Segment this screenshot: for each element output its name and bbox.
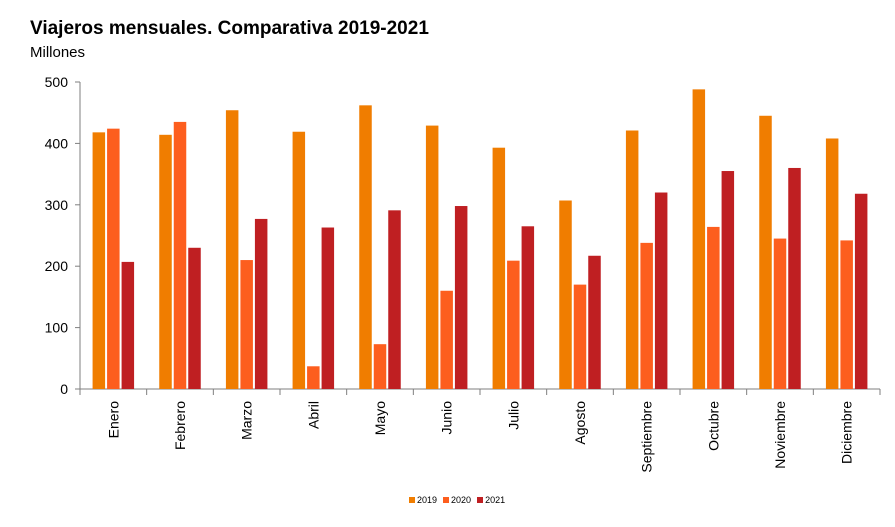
bar-2021-mayo: [388, 210, 401, 389]
x-tick-label: Agosto: [572, 401, 588, 445]
y-tick-label: 0: [60, 381, 68, 397]
legend-swatch: [443, 497, 450, 503]
bar-2019-octubre: [692, 89, 706, 390]
legend-item-2020: 2020: [443, 495, 471, 505]
bar-2021-noviembre: [788, 167, 801, 389]
bar-2020-marzo: [240, 260, 253, 389]
bar-2020-junio: [440, 290, 453, 389]
bar-2021-junio: [454, 206, 468, 389]
bar-2019-febrero: [159, 134, 172, 389]
bar-2021-agosto: [588, 255, 601, 389]
bar-2021-febrero: [188, 247, 201, 389]
bar-2020-septiembre: [640, 242, 653, 389]
legend-item-2019: 2019: [409, 495, 437, 505]
bar-2020-agosto: [573, 284, 587, 389]
y-tick-label: 500: [45, 74, 69, 90]
y-tick-label: 200: [45, 258, 69, 274]
bar-2021-julio: [521, 226, 535, 389]
bar-2019-diciembre: [825, 138, 839, 389]
y-tick-label: 400: [45, 135, 69, 151]
x-tick-label: Marzo: [239, 401, 255, 440]
chart-subtitle: Millones: [30, 44, 86, 61]
bar-2019-marzo: [225, 110, 239, 389]
bar-2021-diciembre: [854, 193, 868, 389]
x-tick-label: Junio: [439, 401, 455, 435]
legend-label: 2019: [417, 495, 438, 505]
bar-2019-septiembre: [625, 130, 639, 390]
x-tick-label: Enero: [105, 401, 121, 439]
bar-2020-enero: [107, 128, 120, 389]
y-tick-label: 100: [45, 320, 69, 336]
bar-2021-abril: [321, 227, 335, 389]
legend-label: 2020: [451, 495, 472, 505]
x-tick-label: Julio: [505, 401, 521, 430]
legend-swatch: [409, 497, 415, 503]
bar-2020-julio: [507, 260, 520, 389]
bar-2021-octubre: [721, 171, 735, 389]
legend-item-2021: 2021: [477, 495, 505, 505]
legend-swatch: [477, 497, 484, 503]
bar-2019-enero: [92, 132, 106, 389]
x-tick-label: Febrero: [172, 401, 188, 450]
bar-2019-abril: [292, 131, 306, 389]
bar-2020-diciembre: [840, 240, 853, 389]
bar-2021-enero: [121, 261, 135, 389]
bar-2019-mayo: [359, 105, 372, 389]
x-tick-label: Mayo: [372, 401, 388, 435]
bar-2019-julio: [492, 147, 506, 389]
bar-2020-noviembre: [773, 238, 787, 389]
x-tick-label: Octubre: [705, 401, 721, 451]
bar-2021-marzo: [254, 218, 268, 389]
legend-label: 2021: [485, 495, 506, 505]
bar-2019-noviembre: [759, 115, 772, 390]
x-tick-label: Septiembre: [639, 401, 655, 473]
bar-2021-septiembre: [654, 192, 668, 389]
bar-2019-junio: [425, 125, 439, 390]
bar-2020-octubre: [707, 226, 720, 389]
bar-2020-mayo: [373, 344, 387, 389]
chart-title: Viajeros mensuales. Comparativa 2019-202…: [30, 18, 429, 39]
bar-chart: 0 100 200 300 400 500 Enero Febrero Marzo Abril Ma…: [45, 74, 881, 473]
bar-2020-febrero: [173, 121, 187, 389]
bar-2019-agosto: [559, 200, 572, 389]
bar-2020-abril: [307, 366, 320, 389]
x-tick-label: Noviembre: [772, 401, 788, 469]
y-tick-label: 300: [45, 197, 69, 213]
x-tick-label: Diciembre: [839, 401, 855, 464]
chart-legend: 2019 2020 2021: [409, 495, 505, 505]
x-tick-label: Abril: [305, 401, 321, 429]
